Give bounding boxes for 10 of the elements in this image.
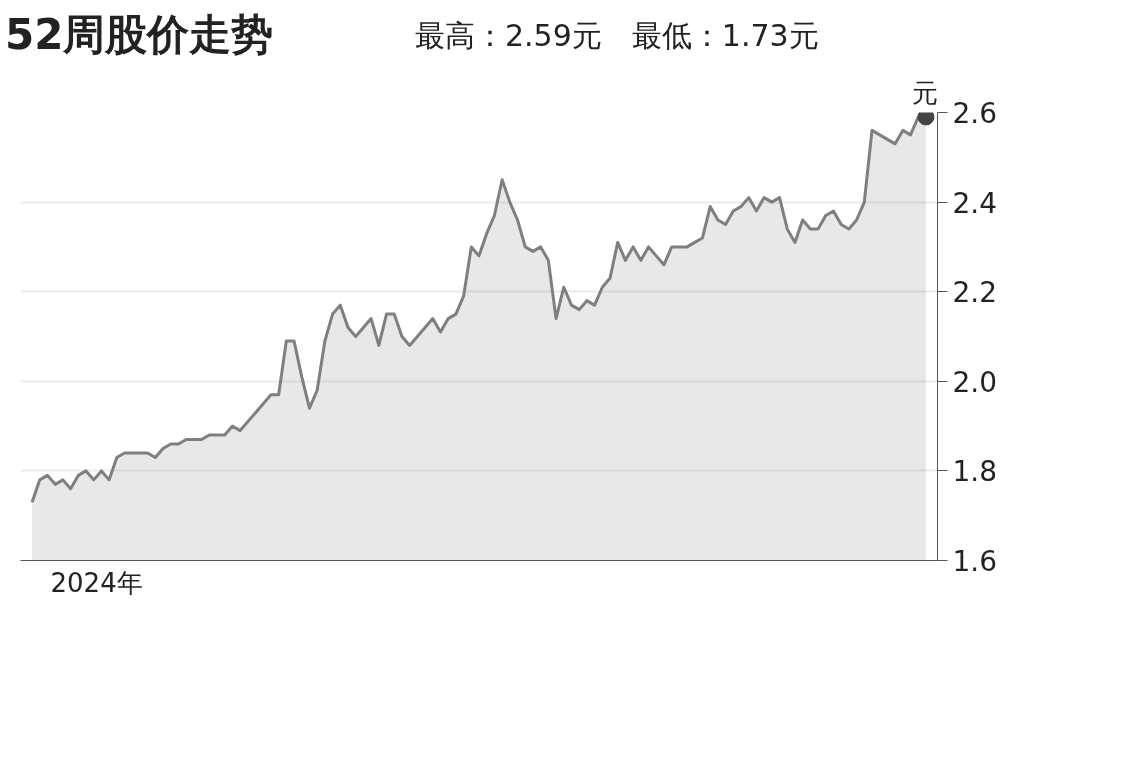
y-tick-label: 1.6 <box>952 545 998 578</box>
chart-subtitle: 最高：2.59元 最低：1.73元 <box>415 17 819 55</box>
chart-title: 52周股价走势 <box>5 9 274 61</box>
y-tick-label: 2.4 <box>952 186 998 220</box>
text: 2024年 <box>50 567 143 598</box>
y-axis-title: 元 <box>911 77 938 108</box>
y-tick-label: 2.0 <box>952 365 998 399</box>
y-tick-label: 2.6 <box>952 97 998 130</box>
y-tick-label: 1.8 <box>952 455 998 489</box>
y-tick-label: 2.2 <box>952 276 998 310</box>
